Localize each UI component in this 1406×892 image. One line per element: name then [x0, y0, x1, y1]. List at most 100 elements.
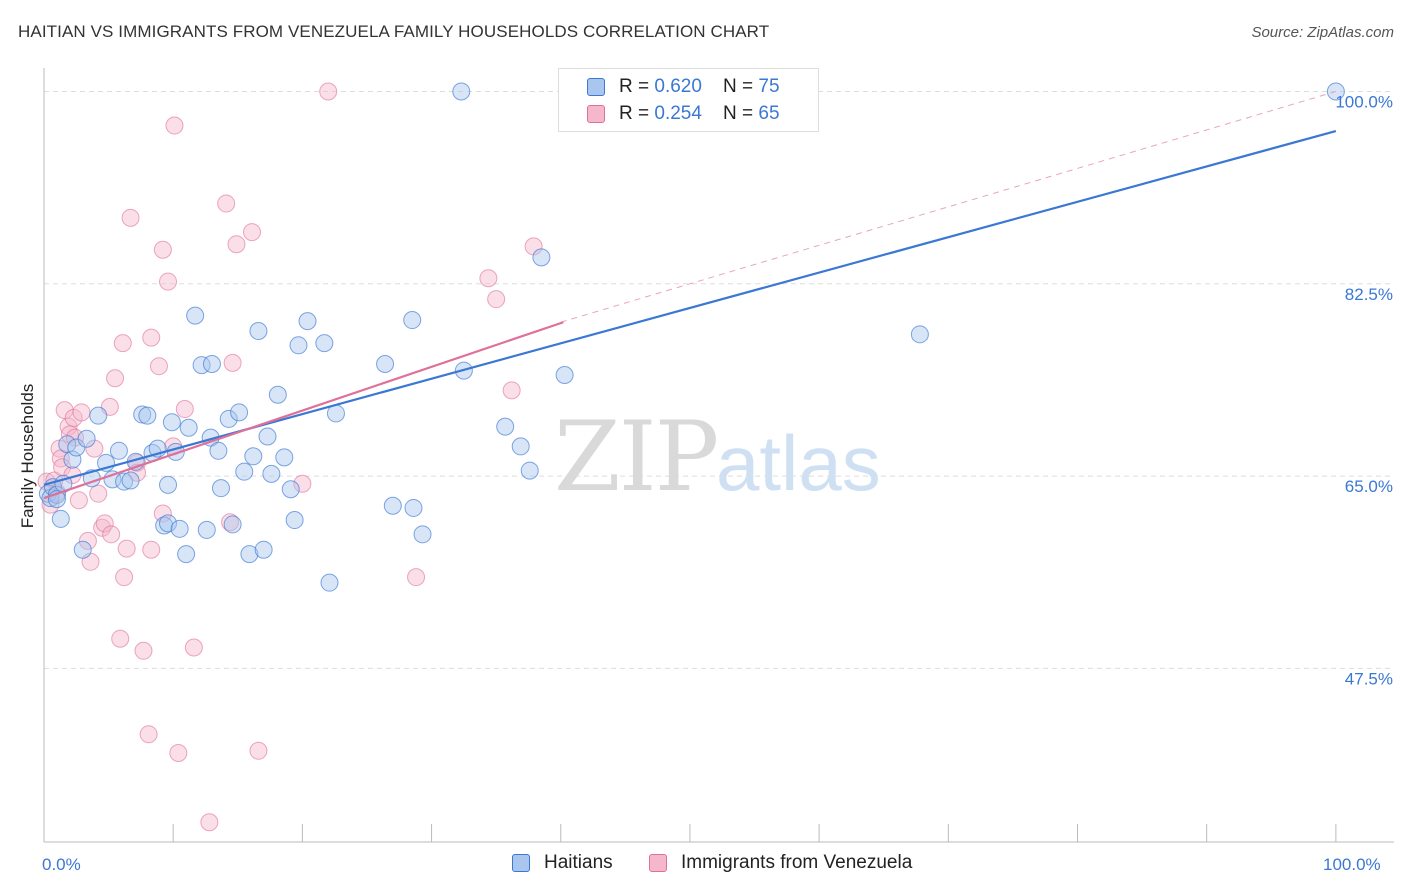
bottom-legend-label: Immigrants from Venezuela — [681, 852, 913, 873]
haitian-point — [511, 437, 530, 456]
venezuela-point — [149, 357, 168, 376]
haitian-point — [315, 334, 334, 353]
haitian-point — [376, 354, 395, 373]
venezuela-points — [37, 82, 543, 832]
venezuela-point — [85, 439, 104, 458]
y-tick-label: 47.5% — [1345, 669, 1393, 688]
haitian-point — [258, 427, 277, 446]
haitian-point — [51, 509, 70, 528]
haitian-point — [159, 475, 178, 494]
haitian-point — [244, 447, 263, 466]
haitian-point — [219, 409, 238, 428]
haitian-point — [162, 413, 181, 432]
haitian-point — [177, 545, 196, 564]
watermark-zip: ZIP — [554, 401, 717, 513]
venezuela-point — [117, 539, 136, 558]
haitian-point — [262, 464, 281, 483]
source-label: Source: ZipAtlas.com — [1251, 24, 1394, 41]
legend-n-label: N = — [723, 103, 759, 124]
haitian-point — [555, 365, 574, 384]
venezuela-point — [153, 240, 172, 259]
haitian-point — [275, 448, 294, 467]
haitian-point — [289, 336, 308, 355]
x-tick-label: 0.0% — [42, 855, 81, 874]
haitian-point — [298, 312, 317, 331]
haitian-point — [496, 417, 515, 436]
venezuela-point — [95, 514, 114, 533]
legend-r-value: 0.254 — [654, 103, 702, 124]
haitian-point — [121, 471, 140, 490]
axis-layer — [43, 68, 1394, 843]
chart-title: HAITIAN VS IMMIGRANTS FROM VENEZUELA FAM… — [18, 22, 770, 41]
legend-n-value: 75 — [758, 76, 780, 97]
venezuela-point — [111, 629, 130, 648]
venezuela-point — [184, 638, 203, 657]
haitian-point — [403, 311, 422, 330]
haitian-point — [281, 480, 300, 499]
venezuela-point — [407, 568, 426, 587]
y-tick-label: 65.0% — [1345, 477, 1393, 496]
venezuela-point — [227, 235, 246, 254]
bottom-legend-swatch-blue — [512, 854, 530, 872]
y-tick-label: 82.5% — [1345, 285, 1393, 304]
haitian-point — [235, 462, 254, 481]
venezuela-point — [139, 725, 158, 744]
venezuela-point — [319, 82, 338, 101]
haitian-point — [77, 429, 96, 448]
bottom-legend-label: Haitians — [544, 852, 613, 873]
legend: R = 0.620 N = 75 R = 0.254 N = 65 — [558, 68, 819, 132]
haitian-point — [109, 441, 128, 460]
legend-swatch-pink — [587, 105, 605, 123]
y-tick-label: 100.0% — [1335, 92, 1393, 111]
haitian-point — [910, 325, 929, 344]
venezuela-point — [159, 272, 178, 291]
venezuela-point — [221, 513, 240, 532]
x-tick-label: 100.0% — [1323, 855, 1381, 874]
venezuela-point — [479, 269, 498, 288]
haitian-point — [413, 525, 432, 544]
legend-r-value: 0.620 — [654, 76, 702, 97]
haitian-point — [383, 496, 402, 515]
reference-dashed-line — [560, 90, 1337, 323]
haitian-point — [103, 470, 122, 489]
haitian-point — [230, 403, 249, 422]
haitian-point — [159, 514, 178, 533]
haitian-point — [285, 511, 304, 530]
haitian-point — [532, 248, 551, 267]
venezuela-point — [502, 381, 521, 400]
haitian-point — [115, 472, 134, 491]
venezuela-point — [115, 568, 134, 587]
y-axis-label: Family Households — [18, 383, 37, 529]
haitian-point — [73, 540, 92, 559]
venezuela-trend-line — [43, 321, 564, 500]
haitian-point — [404, 498, 423, 517]
venezuela-point — [487, 290, 506, 309]
haitian-point — [268, 385, 287, 404]
venezuela-point — [142, 328, 161, 347]
haitian-point — [223, 515, 242, 534]
haitian-point — [452, 82, 471, 101]
haitian-point — [170, 519, 189, 538]
venezuela-point — [66, 428, 85, 447]
venezuela-point — [200, 813, 219, 832]
haitian-point — [186, 306, 205, 325]
venezuela-point — [89, 484, 108, 503]
venezuela-point — [59, 417, 78, 436]
venezuela-point — [69, 491, 88, 510]
venezuela-point — [106, 369, 125, 388]
haitian-point — [320, 573, 339, 592]
haitian-point — [211, 479, 230, 498]
legend-r-label: R = — [619, 103, 655, 124]
haitian-point — [202, 354, 221, 373]
haitian-point — [197, 520, 216, 539]
venezuela-point — [113, 334, 132, 353]
haitian-point — [254, 540, 273, 559]
watermark-atlas: atlas — [716, 419, 881, 507]
venezuela-point — [78, 531, 97, 550]
venezuela-point — [165, 116, 184, 135]
haitian-point — [249, 322, 268, 341]
trend-layer — [43, 90, 1337, 500]
venezuela-point — [169, 743, 188, 762]
haitian-point — [138, 406, 157, 425]
